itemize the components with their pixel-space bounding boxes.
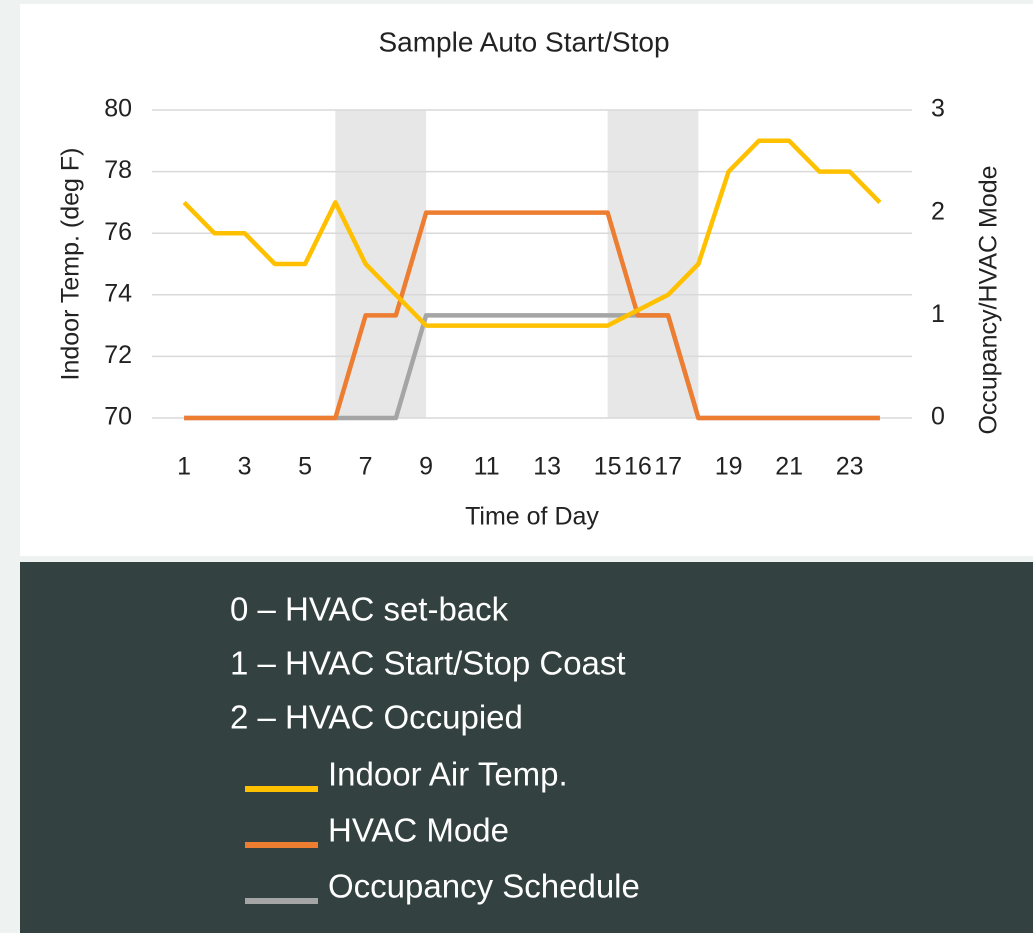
x-tick-label: 16 [624,453,652,481]
y-tick-label: 70 [104,403,132,431]
x-tick-label: 13 [533,453,561,481]
x-tick-label: 19 [715,453,743,481]
series-line [182,138,882,328]
x-tick-label: 15 [594,453,622,481]
x-tick-label: 21 [775,453,803,481]
y-tick-label: 76 [104,218,132,246]
y-tick-label: 74 [104,279,132,307]
x-tick-label: 9 [419,453,433,481]
x-tick-label: 11 [474,453,500,481]
y2-tick-label: 1 [931,300,945,328]
y2-tick-label: 0 [931,403,945,431]
legend-label: Occupancy Schedule [328,868,640,905]
legend-label: HVAC Mode [328,812,509,849]
chart-background [20,4,1033,556]
y-axis-title: Indoor Temp. (deg F) [57,148,85,381]
x-axis-title: Time of Day [465,503,599,531]
chart-title: Sample Auto Start/Stop [378,26,669,57]
legend-note: 0 – HVAC set-back [230,591,509,628]
y2-tick-label: 2 [931,197,945,225]
legend-note: 2 – HVAC Occupied [230,699,523,736]
legend-note: 1 – HVAC Start/Stop Coast [230,645,626,682]
x-tick-label: 17 [654,453,682,481]
x-tick-label: 7 [359,453,373,481]
legend-label: Indoor Air Temp. [328,756,568,793]
y2-axis-title: Occupancy/HVAC Mode [975,165,1003,434]
x-tick-label: 23 [836,453,864,481]
y-tick-label: 72 [104,341,132,369]
y-tick-label: 80 [104,95,132,123]
legend-panel [20,562,1033,933]
x-tick-label: 3 [238,453,252,481]
series-line [184,210,880,421]
x-tick-label: 5 [298,453,312,481]
y2-tick-label: 3 [931,95,945,123]
x-tick-label: 1 [177,453,191,481]
y-tick-label: 78 [104,156,132,184]
